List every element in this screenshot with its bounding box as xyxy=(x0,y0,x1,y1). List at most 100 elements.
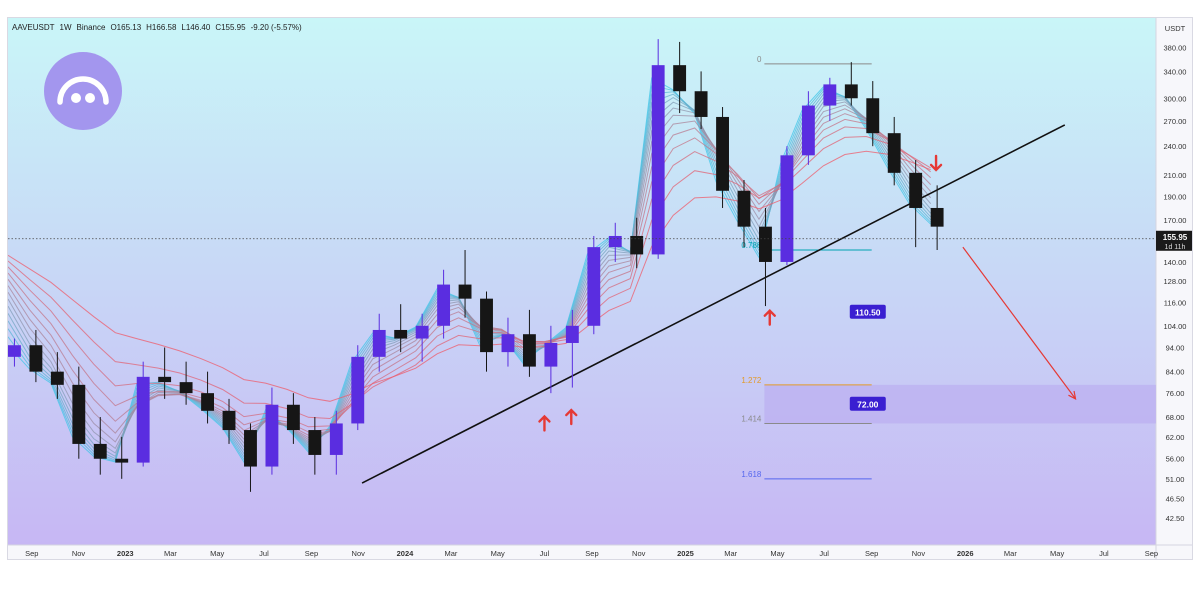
y-tick-label: 210.00 xyxy=(1164,171,1187,180)
candle-body xyxy=(415,325,429,339)
x-tick-label: May xyxy=(210,549,224,558)
fib-level-label: 1.618 xyxy=(741,470,762,479)
bar-countdown: 1d 11h xyxy=(1165,244,1186,251)
candle-body xyxy=(201,393,214,411)
candle[interactable] xyxy=(587,235,601,335)
candle-body xyxy=(587,247,601,326)
trendline[interactable] xyxy=(361,124,1066,484)
candle[interactable] xyxy=(115,436,129,479)
candle[interactable] xyxy=(437,269,451,339)
ribbon-line xyxy=(8,104,932,443)
x-tick-label: May xyxy=(1050,549,1064,558)
candle[interactable] xyxy=(72,366,86,459)
candle[interactable] xyxy=(887,116,901,186)
x-tick-label: Mar xyxy=(724,549,737,558)
x-tick-label: 2025 xyxy=(677,549,694,558)
candle[interactable] xyxy=(158,347,172,399)
time-axis-background xyxy=(8,545,1192,559)
candle[interactable] xyxy=(308,417,322,475)
candle[interactable] xyxy=(8,338,21,367)
candle-body xyxy=(50,371,64,385)
price-target-label[interactable]: 72.00 xyxy=(849,396,886,411)
symbol-name[interactable]: AAVEUSDT xyxy=(12,23,55,32)
ribbon-line xyxy=(8,113,932,436)
candle-body xyxy=(136,376,150,463)
candle[interactable] xyxy=(29,329,43,383)
candle[interactable] xyxy=(329,410,343,475)
candle[interactable] xyxy=(716,107,729,208)
y-tick-label: 116.00 xyxy=(1164,298,1186,307)
candle-body xyxy=(329,423,343,455)
candle[interactable] xyxy=(759,207,772,307)
candle[interactable] xyxy=(201,371,214,424)
candle[interactable] xyxy=(415,313,429,362)
candle-body xyxy=(29,345,43,372)
currency-label: USDT xyxy=(1165,24,1186,33)
candle[interactable] xyxy=(909,160,923,248)
candle[interactable] xyxy=(286,393,300,444)
x-tick-label: Jul xyxy=(819,549,829,558)
candle[interactable] xyxy=(50,352,64,399)
price-target-badge xyxy=(849,304,886,319)
candle-body xyxy=(651,65,665,255)
y-tick-label: 270.00 xyxy=(1164,117,1187,126)
candle[interactable] xyxy=(608,222,622,262)
price-chart[interactable]: 0 0.786 1.272 1.414 1.618 110.50 72.00 USDT 38… xyxy=(8,18,1193,560)
x-tick-label: May xyxy=(770,549,784,558)
candle[interactable] xyxy=(801,91,815,165)
candle-body xyxy=(8,345,21,357)
candle-body xyxy=(608,235,622,248)
candle[interactable] xyxy=(372,313,386,372)
candle[interactable] xyxy=(265,387,279,475)
interval-label[interactable]: 1W xyxy=(59,23,72,32)
candle[interactable] xyxy=(351,345,365,431)
x-tick-label: Jul xyxy=(1099,549,1109,558)
x-tick-label: Nov xyxy=(632,549,646,558)
candle[interactable] xyxy=(694,71,708,129)
candle-body xyxy=(265,404,279,467)
candle[interactable] xyxy=(501,317,515,367)
y-tick-label: 94.00 xyxy=(1166,343,1185,352)
candle[interactable] xyxy=(737,180,751,248)
high-value: H166.58 xyxy=(146,23,177,32)
candle-body xyxy=(93,443,107,459)
x-tick-label: Sep xyxy=(585,549,598,558)
brand-logo xyxy=(44,52,122,130)
candle-body xyxy=(565,325,579,343)
candle[interactable] xyxy=(673,41,687,114)
candle-body xyxy=(480,298,493,353)
candle[interactable] xyxy=(522,309,536,377)
candle[interactable] xyxy=(780,146,794,266)
price-target-label[interactable]: 110.50 xyxy=(849,304,886,319)
candle[interactable] xyxy=(222,398,236,444)
y-tick-label: 140.00 xyxy=(1164,258,1187,267)
y-tick-label: 128.00 xyxy=(1164,277,1187,286)
price-axis-background xyxy=(1156,18,1192,545)
candle[interactable] xyxy=(930,185,944,251)
candle[interactable] xyxy=(565,309,579,388)
candle[interactable] xyxy=(93,417,107,475)
candle[interactable] xyxy=(823,77,837,121)
candle[interactable] xyxy=(136,361,150,467)
arrow-up-icon xyxy=(565,408,578,426)
candle-body xyxy=(737,190,751,227)
candle[interactable] xyxy=(544,325,558,394)
candle[interactable] xyxy=(630,217,644,269)
candle[interactable] xyxy=(651,39,665,259)
arrow-up-icon xyxy=(538,414,551,432)
ribbon-line xyxy=(8,135,931,420)
last-price-value: 155.95 xyxy=(1163,233,1188,242)
candle-body xyxy=(115,458,129,463)
candle-body xyxy=(909,172,923,208)
candle[interactable] xyxy=(244,423,257,492)
candle[interactable] xyxy=(458,250,472,318)
x-tick-label: 2024 xyxy=(397,549,415,558)
y-tick-label: 84.00 xyxy=(1166,368,1185,377)
candle[interactable] xyxy=(179,361,193,405)
candle[interactable] xyxy=(394,304,408,353)
candle-body xyxy=(372,329,386,357)
candle[interactable] xyxy=(480,291,493,372)
fib-level-label: 0.786 xyxy=(741,241,762,250)
candle[interactable] xyxy=(866,81,880,147)
candle[interactable] xyxy=(844,62,858,106)
